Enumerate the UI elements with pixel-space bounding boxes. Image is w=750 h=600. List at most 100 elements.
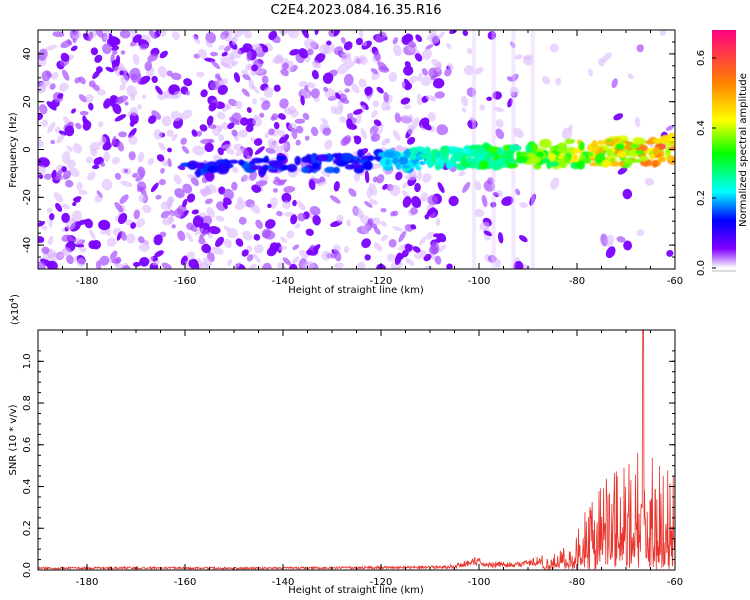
noise-blob [41,225,48,231]
noise-blob [231,181,238,191]
noise-blob [298,48,309,59]
noise-blob [84,218,94,229]
noise-blob [208,102,217,112]
signal-blob [606,149,613,157]
noise-blob [205,185,212,196]
noise-blob [388,239,397,248]
signal-blob [476,147,487,155]
noise-blob [88,80,96,88]
noise-blob [41,246,50,255]
noise-blob [333,30,341,37]
noise-blob [515,188,521,196]
noise-blob [334,251,342,262]
noise-blob [343,41,353,51]
noise-blob [70,45,78,52]
noise-blob [343,73,354,87]
noise-blob [199,212,207,218]
noise-blob [215,215,225,222]
noise-blob [153,234,163,246]
noise-blob [233,143,243,151]
noise-blob [274,176,281,182]
noise-blob [227,258,233,267]
noise-blob [605,246,616,259]
noise-blob [289,49,300,56]
noise-blob [47,122,56,134]
x-tick-label: -160 [174,577,197,588]
signal-blob [409,154,417,161]
noise-blob [430,75,437,81]
signal-blob [391,157,400,165]
noise-blob [148,30,157,39]
noise-blob [62,69,70,81]
noise-blob [191,129,198,137]
noise-blob [308,179,316,191]
noise-blob [666,249,674,257]
noise-blob [417,169,422,181]
noise-blob [101,179,113,191]
noise-blob [206,115,214,126]
noise-blob [416,93,423,106]
noise-blob [160,167,165,174]
signal-blob [333,166,340,174]
noise-blob [248,264,257,269]
noise-blob [167,147,172,153]
signal-blob [470,159,477,169]
noise-blob [464,65,475,76]
noise-blob [373,227,381,235]
noise-blob [186,193,196,203]
noise-blob [103,151,110,162]
noise-blob [392,226,404,232]
noise-blob [605,234,615,247]
signal-blob [276,155,286,162]
noise-blob [239,117,249,126]
noise-blob [411,196,422,208]
noise-blob [94,194,103,203]
noise-blob [61,212,70,223]
spectrogram-x-ticks: -180 -160 -140 -120 -100 -80 -60 [37,30,683,287]
signal-blob [558,155,565,160]
noise-blob [354,136,362,145]
noise-blob [268,128,275,136]
noise-blob [320,118,328,125]
noise-blob [347,123,358,130]
noise-blob [251,64,259,72]
noise-blob [55,168,63,180]
noise-blob [254,244,264,254]
signal-blob [466,155,473,164]
noise-blob [360,128,368,140]
noise-blob [389,184,401,197]
noise-blob [616,236,626,243]
noise-blob [208,226,221,235]
signal-blob [639,155,649,162]
noise-blob [46,101,57,111]
noise-blob [242,74,251,81]
noise-blob [380,221,388,227]
signal-blob [602,159,611,168]
noise-blob [381,234,388,242]
noise-blob [414,53,423,62]
signal-blob [586,152,594,157]
noise-blob [273,121,280,130]
noise-blob [252,98,257,105]
noise-blob [53,192,64,203]
noise-blob [368,183,378,196]
noise-blob [498,232,504,244]
noise-blob [114,172,122,180]
colorbar-fill [712,30,736,268]
noise-blob [458,170,466,177]
noise-blob [38,220,45,227]
signal-blob [609,161,621,167]
noise-blob [130,107,139,116]
signal-blob [301,166,310,174]
noise-blob [51,169,57,179]
signal-blob [632,158,642,163]
noise-blob [58,82,69,92]
signal-blob [618,161,625,167]
noise-blob [393,44,402,57]
noise-blob [218,134,225,142]
noise-blob [45,44,58,51]
noise-blob [405,258,415,266]
x-tick-label: -180 [76,577,99,588]
signal-blob [402,164,411,169]
